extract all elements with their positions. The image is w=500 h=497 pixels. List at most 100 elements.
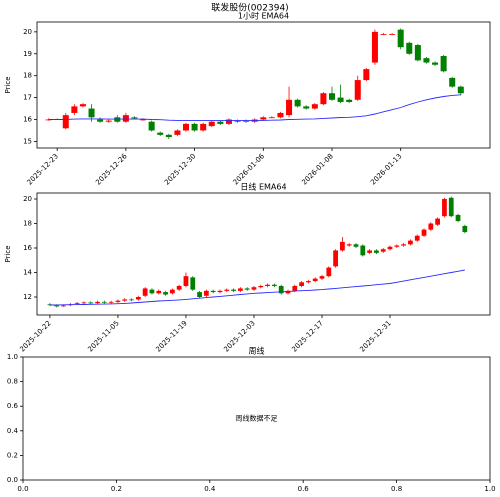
candle-body — [423, 58, 430, 63]
y-tick-label: 15 — [23, 137, 32, 145]
candle-body — [149, 289, 155, 294]
no-data-message: 周线数据不足 — [236, 414, 278, 423]
y-tick-label: 14 — [23, 268, 32, 276]
chart-title: 日线 EMA64 — [240, 182, 286, 192]
candle-body — [148, 121, 155, 131]
candle-body — [387, 246, 393, 250]
x-tick-label: 2025-12-23 — [26, 152, 60, 186]
candle-body — [122, 299, 128, 301]
chart-title: 1小时 EMA64 — [238, 11, 289, 21]
candle-body — [333, 250, 338, 267]
candle-body — [414, 45, 421, 61]
candle-body — [231, 289, 236, 291]
candle-body — [79, 104, 86, 107]
candle-body — [165, 134, 172, 138]
candle-body — [174, 130, 181, 135]
candle-body — [135, 296, 141, 300]
y-tick-label: 20 — [23, 195, 32, 203]
x-tick-label: 2026-01-06 — [232, 152, 267, 187]
candle-body — [71, 106, 78, 113]
candle-body — [225, 119, 232, 124]
candle-body — [367, 250, 372, 253]
x-tick-label: 0.2 — [111, 485, 122, 493]
x-tick-label: 2025-10-22 — [18, 319, 52, 353]
y-tick-label: 17 — [23, 94, 32, 102]
candle-body — [380, 34, 387, 35]
x-tick-label: 2026-01-13 — [369, 152, 403, 186]
candle-body — [449, 77, 456, 87]
candle-body — [294, 99, 301, 107]
candle-body — [320, 93, 327, 105]
x-tick-label: 2025-12-26 — [94, 152, 129, 187]
candle-body — [243, 120, 250, 122]
candle-body — [88, 108, 95, 118]
candle-body — [435, 218, 441, 225]
candle-body — [97, 119, 104, 122]
y-axis-label: Price — [4, 76, 12, 93]
candle-body — [462, 225, 468, 233]
candle-body — [88, 302, 94, 304]
y-tick-label: 0.6 — [7, 402, 19, 410]
candle-body — [142, 288, 148, 296]
candle-body — [251, 287, 257, 290]
candle-body — [163, 292, 168, 295]
candle-body — [340, 241, 345, 251]
candle-body — [346, 244, 352, 246]
x-tick-label: 0.4 — [204, 485, 216, 493]
candle-body — [54, 305, 60, 307]
y-tick-label: 16 — [23, 116, 32, 124]
candle-body — [105, 120, 112, 122]
candle-body — [312, 278, 318, 282]
candle-body — [183, 276, 189, 286]
candle-body — [272, 284, 277, 286]
candle-body — [328, 93, 335, 100]
candle-body — [337, 97, 344, 102]
candle-body — [406, 42, 413, 54]
candle-body — [61, 305, 66, 307]
candle-body — [182, 123, 190, 131]
candle-body — [408, 240, 413, 245]
candle-body — [285, 290, 291, 294]
candle-body — [292, 285, 298, 291]
candle-body — [303, 106, 310, 109]
candle-body — [432, 62, 439, 65]
candle-body — [74, 303, 80, 304]
candle-body — [217, 290, 223, 293]
x-tick-label: 0.6 — [298, 485, 310, 493]
candle-body — [122, 115, 129, 122]
candle-body — [442, 199, 447, 217]
candle-body — [448, 197, 454, 217]
candle-body — [346, 99, 353, 102]
candle-body — [401, 244, 406, 246]
y-tick-label: 1.0 — [7, 353, 18, 361]
candle-body — [319, 276, 325, 279]
candle-body — [371, 31, 378, 63]
x-tick-label: 2025-12-31 — [358, 319, 392, 353]
y-tick-label: 18 — [23, 72, 32, 80]
candle-body — [169, 289, 175, 294]
candle-body — [268, 117, 275, 119]
candle-body — [380, 249, 386, 252]
candle-body — [421, 229, 427, 236]
candle-body — [115, 300, 121, 302]
plot-frame — [22, 356, 491, 481]
candle-body — [217, 121, 224, 124]
candle-body — [62, 115, 69, 129]
candle-body — [354, 80, 361, 100]
candle-body — [140, 119, 147, 121]
candle-body — [389, 34, 396, 35]
candle-body — [455, 214, 461, 222]
y-tick-label: 19 — [23, 50, 32, 58]
x-tick-label: 0.8 — [391, 485, 402, 493]
candle-body — [286, 99, 293, 116]
x-tick-label: 1.0 — [484, 485, 495, 493]
candle-body — [440, 55, 447, 72]
y-tick-label: 0.0 — [7, 476, 18, 484]
y-tick-label: 18 — [23, 220, 32, 228]
candle-body — [360, 245, 366, 256]
candle-body — [260, 117, 267, 120]
x-tick-label: 2025-11-05 — [86, 319, 120, 353]
candle-body — [156, 290, 162, 294]
candle-body — [224, 289, 230, 291]
